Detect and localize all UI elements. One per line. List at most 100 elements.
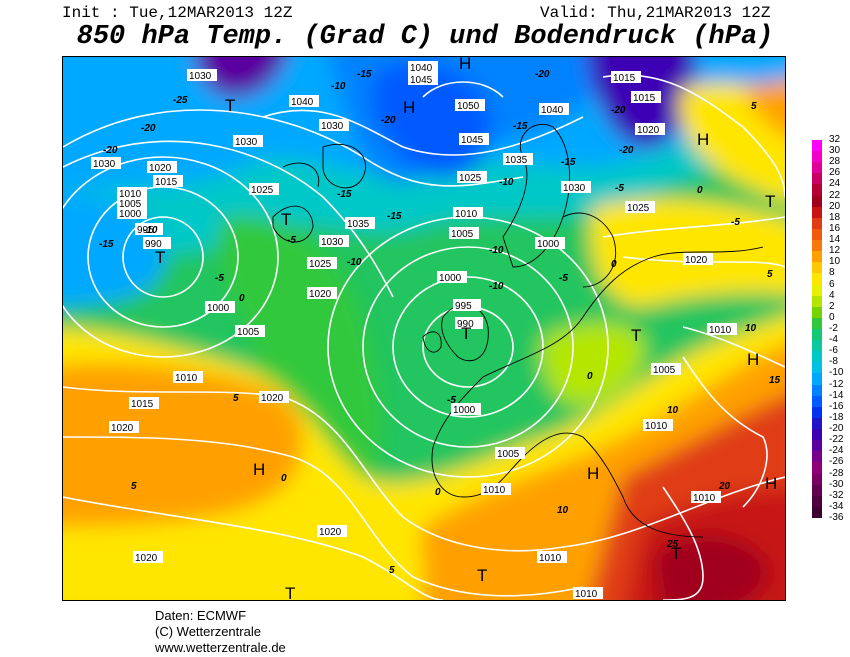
- legend-tick-label: -18: [829, 411, 844, 423]
- isobar-label: [503, 153, 533, 165]
- isobar-label: 1040: [410, 63, 433, 74]
- low-pressure-marker: T: [155, 248, 165, 267]
- isobar-label: 1020: [111, 423, 134, 434]
- weather-map-svg: 1030 1040 1040 1045 1050 1045 1040 1015 …: [63, 57, 785, 600]
- isotherm-label: -5: [215, 273, 224, 284]
- isobar-label: [133, 551, 163, 563]
- isobar-label: [259, 391, 289, 403]
- isotherm-label: -15: [337, 189, 352, 200]
- isotherm-label: -20: [103, 145, 118, 156]
- isobar-label: [437, 271, 467, 283]
- legend-tick-label: -10: [829, 367, 844, 379]
- isobar-label: 1020: [149, 163, 172, 174]
- isobar-label: [651, 363, 681, 375]
- legend-tick-label: -16: [829, 400, 844, 412]
- legend-tick-label: 18: [829, 211, 841, 223]
- temperature-legend: 32 30 28 26 24 22 20 18 16 14 12 10 8 6 4 2 0 -2 -4 -6 -8 -10…: [812, 134, 850, 524]
- legend-tick-label: 8: [829, 267, 835, 279]
- credits: Daten: ECMWF (C) Wetterzentrale www.wett…: [155, 608, 286, 656]
- legend-swatch: [812, 473, 822, 486]
- chart-header: Init : Tue,12MAR2013 12Z Valid: Thu,21MA…: [0, 0, 850, 56]
- isotherm-label: 5: [131, 481, 137, 492]
- isobar-label: [205, 301, 235, 313]
- chart-title: 850 hPa Temp. (Grad C) und Bodendruck (h…: [76, 22, 774, 52]
- isobar-label: [408, 73, 438, 85]
- isotherm-label: 0: [587, 371, 593, 382]
- isotherm-label: -10: [489, 281, 504, 292]
- legend-tick-label: 32: [829, 134, 841, 145]
- isobar-label: 995: [455, 301, 472, 312]
- isobar-label: 1025: [627, 203, 650, 214]
- legend-color-bar: [812, 140, 822, 519]
- credit-data-source: Daten: ECMWF: [155, 608, 247, 623]
- high-pressure-marker: H: [765, 474, 777, 493]
- isotherm-label: -10: [499, 177, 514, 188]
- high-pressure-marker: H: [697, 130, 709, 149]
- legend-swatch: [812, 406, 822, 419]
- isobar-label: 1010: [175, 373, 198, 384]
- legend-tick-label: 10: [829, 256, 841, 268]
- isobar-label: [187, 69, 217, 81]
- isotherm-label: 15: [769, 375, 781, 386]
- legend-swatch: [812, 306, 822, 319]
- isotherm-label: -15: [99, 239, 114, 250]
- isobar-label: [561, 181, 591, 193]
- isobar-label: 1045: [410, 75, 433, 86]
- isobar-label: 1010: [539, 553, 562, 564]
- legend-tick-label: -22: [829, 434, 844, 446]
- isobar-label: 1005: [119, 199, 142, 210]
- isobar-label: 1010: [645, 421, 668, 432]
- legend-tick-label: 0: [829, 311, 835, 323]
- legend-tick-label: -32: [829, 489, 844, 501]
- isotherm-label: 0: [697, 185, 703, 196]
- isobar-label: [289, 95, 319, 107]
- isobars: [63, 74, 785, 600]
- legend-swatch: [812, 417, 822, 430]
- low-pressure-marker: T: [285, 584, 295, 600]
- isobar-label: [143, 237, 171, 249]
- temperature-labels: -25 -20 -20 -20 -15 -20 -20 -20 -10 -15 …: [99, 69, 781, 576]
- isotherm-label: -15: [387, 211, 402, 222]
- legend-swatch: [812, 173, 822, 185]
- isotherm-label: -10: [143, 225, 158, 236]
- isobar-label: [537, 551, 567, 563]
- isotherm-label: -5: [287, 235, 296, 246]
- legend-swatch: [812, 217, 822, 230]
- isobar-label: 1030: [563, 183, 586, 194]
- isobar-label: [631, 91, 661, 103]
- isobar-label: [117, 187, 147, 199]
- isobar-label: [625, 201, 655, 213]
- isotherm-label: -25: [173, 95, 188, 106]
- isotherm-label: 5: [233, 393, 239, 404]
- isobar-label: [643, 419, 673, 431]
- legend-tick-label: -28: [829, 467, 844, 479]
- isobar-label: [91, 157, 121, 169]
- isotherm-label: -5: [559, 273, 568, 284]
- isobar-label: 1020: [261, 393, 284, 404]
- high-pressure-marker: H: [459, 57, 471, 73]
- pressure-labels: 1030 1040 1040 1045 1050 1045 1040 1015 …: [91, 61, 737, 600]
- legend-swatch: [812, 228, 822, 241]
- isobar-label: [449, 227, 479, 239]
- isotherm-label: 5: [751, 101, 757, 112]
- isobar-label: [691, 491, 721, 503]
- isotherm-label: -10: [331, 81, 346, 92]
- legend-swatch: [812, 506, 822, 519]
- isobar-label: 990: [145, 239, 162, 250]
- isotherm-label: -5: [447, 395, 456, 406]
- legend-tick-label: -34: [829, 500, 844, 512]
- isobar-label: 1050: [457, 101, 480, 112]
- credit-copyright: (C) Wetterzentrale: [155, 624, 261, 639]
- isobar-label: 1015: [613, 73, 636, 84]
- legend-swatch: [812, 451, 822, 463]
- isobar-label: 1000: [207, 303, 230, 314]
- isobar-label: [457, 171, 487, 183]
- isobar-label: [495, 447, 525, 459]
- legend-swatch: [812, 362, 822, 374]
- isobar-label: [307, 287, 337, 299]
- legend-swatch: [812, 295, 822, 308]
- high-pressure-marker: H: [587, 464, 599, 483]
- isobar-label: 1015: [155, 177, 178, 188]
- isotherm-label: -20: [381, 115, 396, 126]
- isobar-label: 1020: [637, 125, 660, 136]
